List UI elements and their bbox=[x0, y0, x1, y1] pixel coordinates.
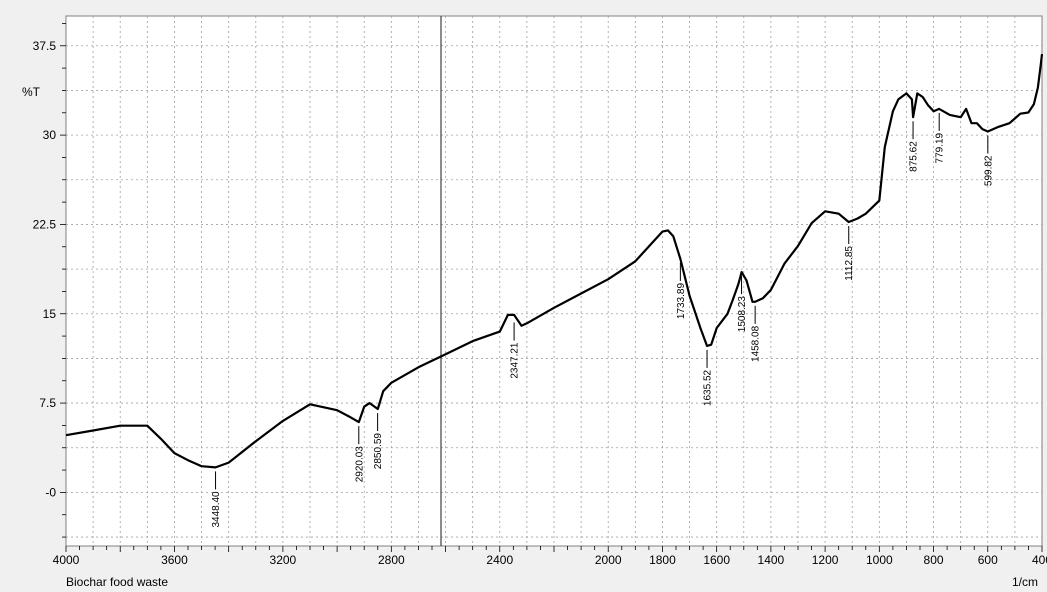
peak-label: 779.19 bbox=[935, 132, 946, 163]
x-tick-label: 1400 bbox=[758, 553, 785, 567]
x-tick-label: 1000 bbox=[866, 553, 893, 567]
y-tick-label: 30 bbox=[43, 128, 57, 142]
x-tick-label: 2400 bbox=[486, 553, 513, 567]
peak-label: 599.82 bbox=[983, 155, 994, 186]
peak-label: 1635.52 bbox=[703, 369, 714, 406]
y-axis-label: %T bbox=[22, 85, 41, 99]
y-tick-label: 15 bbox=[43, 307, 57, 321]
x-tick-label: 400 bbox=[1032, 553, 1047, 567]
peak-label: 3448.40 bbox=[211, 491, 222, 528]
peak-label: 2850.59 bbox=[373, 433, 384, 470]
x-unit-label: 1/cm bbox=[1012, 575, 1038, 589]
y-tick-label: 37.5 bbox=[33, 39, 57, 53]
x-tick-label: 800 bbox=[924, 553, 944, 567]
x-tick-label: 3600 bbox=[161, 553, 188, 567]
x-tick-label: 1200 bbox=[812, 553, 839, 567]
x-tick-label: 600 bbox=[978, 553, 998, 567]
x-axis: 4000 3600 3200 2800 2400 2000 1800 1600 1400 1200… bbox=[53, 546, 1047, 567]
peak-label: 1458.08 bbox=[751, 325, 762, 362]
x-tick-label: 3200 bbox=[270, 553, 297, 567]
y-tick-label: 7.5 bbox=[39, 396, 56, 410]
x-tick-label: 1600 bbox=[703, 553, 730, 567]
y-axis: -0 7.5 15 22.5 30 37.5 bbox=[33, 23, 66, 537]
peak-label: 1508.23 bbox=[737, 296, 748, 333]
y-tick-label: -0 bbox=[45, 485, 56, 499]
sample-label: Biochar food waste bbox=[66, 575, 168, 589]
x-tick-label: 2800 bbox=[378, 553, 405, 567]
peak-label: 1733.89 bbox=[676, 283, 687, 320]
peak-label: 2347.21 bbox=[510, 342, 521, 379]
x-tick-label: 2000 bbox=[595, 553, 622, 567]
peak-label: 2920.03 bbox=[354, 446, 365, 483]
x-tick-label: 1800 bbox=[649, 553, 676, 567]
x-tick-label: 4000 bbox=[53, 553, 80, 567]
peak-label: 875.62 bbox=[909, 141, 920, 172]
y-tick-label: 22.5 bbox=[33, 217, 57, 231]
peak-label: 1112.85 bbox=[844, 246, 855, 281]
